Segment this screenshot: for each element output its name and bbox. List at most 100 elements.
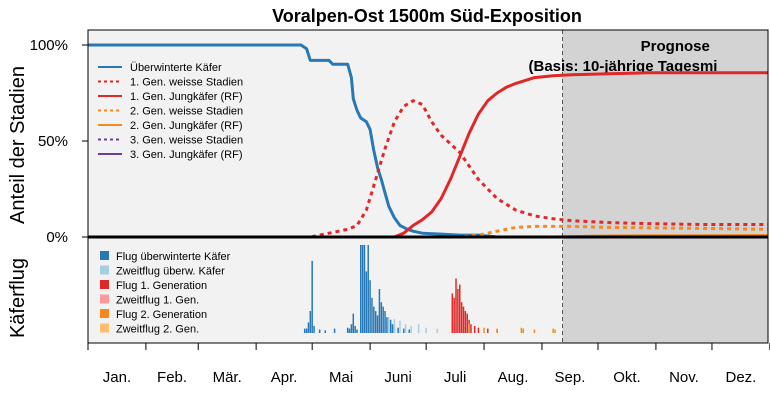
flight-bar xyxy=(348,328,351,333)
flight-bar xyxy=(354,325,356,333)
month-label: Sep. xyxy=(555,369,586,386)
flight-bar xyxy=(324,330,326,333)
legend-flight-label: Flug 1. Generation xyxy=(116,280,207,292)
series-line-3 xyxy=(88,71,768,239)
legend-line-label: 3. Gen. Jungkäfer (RF) xyxy=(130,149,243,161)
flight-bar xyxy=(365,271,368,333)
legend-flight-label: Flug überwinterte Käfer xyxy=(116,251,231,263)
y-tick-label: 0% xyxy=(46,229,68,246)
flight-bar xyxy=(483,327,485,333)
flight-bar xyxy=(459,284,461,333)
flight-bar xyxy=(554,329,556,333)
flight-bar xyxy=(371,297,373,333)
y-tick-label: 50% xyxy=(38,133,68,150)
flight-bar xyxy=(404,324,407,333)
flight-bar xyxy=(374,311,377,333)
month-label: Aug. xyxy=(498,369,529,386)
forecast-region xyxy=(562,30,768,343)
flight-bar xyxy=(367,245,369,333)
flight-bar xyxy=(496,328,498,333)
flight-bar xyxy=(386,317,388,333)
flight-bar xyxy=(460,302,463,333)
legend-line-label: 3. Gen. weisse Stadien xyxy=(130,135,243,147)
month-label: Okt. xyxy=(613,369,641,386)
legend-lines: Überwinterte Käfer 1. Gen. weisse Stadien… xyxy=(98,62,243,161)
legend-flight-swatch xyxy=(100,265,109,275)
month-label: Juli xyxy=(444,369,467,386)
series-line-4 xyxy=(88,224,769,239)
flight-bar xyxy=(408,329,411,333)
flight-bar xyxy=(399,320,401,333)
flight-bar xyxy=(309,311,312,333)
legend-line-label: Überwinterte Käfer xyxy=(130,62,222,74)
flight-bar xyxy=(533,329,536,333)
flight-bar xyxy=(391,324,394,333)
flight-bar xyxy=(389,319,392,333)
flight-bar xyxy=(466,313,468,333)
flight-bar xyxy=(369,280,371,333)
flight-bar xyxy=(397,327,399,333)
y-axis-label-top: Anteil der Stadien xyxy=(7,66,29,224)
legend-flight-swatch xyxy=(100,323,109,333)
month-label: Jan. xyxy=(103,369,131,386)
flight-bar xyxy=(303,328,306,333)
flight-bar xyxy=(311,260,313,333)
flight-bar xyxy=(305,328,308,333)
flight-bar xyxy=(468,324,470,333)
x-axis: Jan. Feb. Mär. Apr. Mai Juni Juli Aug. Sep. Okt. N… xyxy=(87,343,770,386)
legend-flight-label: Flug 2. Generation xyxy=(116,309,207,321)
legend-flight-label: Zweitflug 1. Gen. xyxy=(116,295,199,307)
flight-bar xyxy=(410,325,412,333)
series-line-1 xyxy=(88,43,498,239)
y-axis: 100% 50% 0% xyxy=(30,37,88,246)
flight-bar xyxy=(313,325,315,333)
flight-bar xyxy=(318,329,321,333)
legend-flight-swatch xyxy=(100,294,109,304)
flight-bar xyxy=(457,289,459,333)
legend-flight-label: Zweitflug überw. Käfer xyxy=(116,266,225,278)
flight-bar xyxy=(393,318,396,333)
flight-bar xyxy=(470,324,472,333)
flight-bar xyxy=(388,317,390,333)
flight-bar xyxy=(356,329,358,333)
flight-bar xyxy=(417,324,420,333)
flight-bar xyxy=(425,327,427,333)
month-label: Mai xyxy=(329,369,353,386)
forecast-title: Prognose xyxy=(641,38,710,55)
flight-bar xyxy=(477,327,480,333)
forecast-subtitle: (Basis: 10-jährige Tagesmi xyxy=(529,58,718,75)
month-label: Dez. xyxy=(725,369,756,386)
flight-bar xyxy=(451,293,454,333)
flight-bar xyxy=(487,328,489,333)
flight-bar xyxy=(462,306,465,333)
plot-frame xyxy=(87,29,769,344)
flight-bar xyxy=(333,328,336,333)
legend-flight: Flug überwinterte Käfer Zweitflug überw. … xyxy=(100,251,231,336)
flight-bar xyxy=(384,311,386,333)
flight-bar xyxy=(378,289,381,333)
flight-bar xyxy=(373,306,375,333)
flight-bar xyxy=(350,324,353,333)
flight-bar xyxy=(436,328,439,333)
chart-title: Voralpen-Ost 1500m Süd-Exposition xyxy=(272,6,582,26)
flight-bar xyxy=(363,245,366,333)
flight-bar xyxy=(376,315,379,333)
flight-bar xyxy=(522,328,525,333)
flight-bars xyxy=(303,245,556,333)
month-label: Apr. xyxy=(271,369,298,386)
month-label: Juni xyxy=(384,369,412,386)
flight-bar xyxy=(402,328,405,333)
flight-bar xyxy=(464,311,467,333)
flight-bar xyxy=(453,297,455,333)
flight-bar xyxy=(360,245,362,333)
y-axis-label-bottom: Käferflug xyxy=(7,258,29,338)
legend-line-label: 2. Gen. weisse Stadien xyxy=(130,106,243,118)
legend-flight-swatch xyxy=(100,280,109,289)
flight-bar xyxy=(352,313,355,333)
flight-bar xyxy=(307,322,310,333)
legend-line-label: 1. Gen. Jungkäfer (RF) xyxy=(130,91,243,103)
legend-line-label: 2. Gen. Jungkäfer (RF) xyxy=(130,120,243,132)
legend-line-label: 1. Gen. weisse Stadien xyxy=(130,77,243,89)
legend-flight-swatch xyxy=(100,309,109,318)
